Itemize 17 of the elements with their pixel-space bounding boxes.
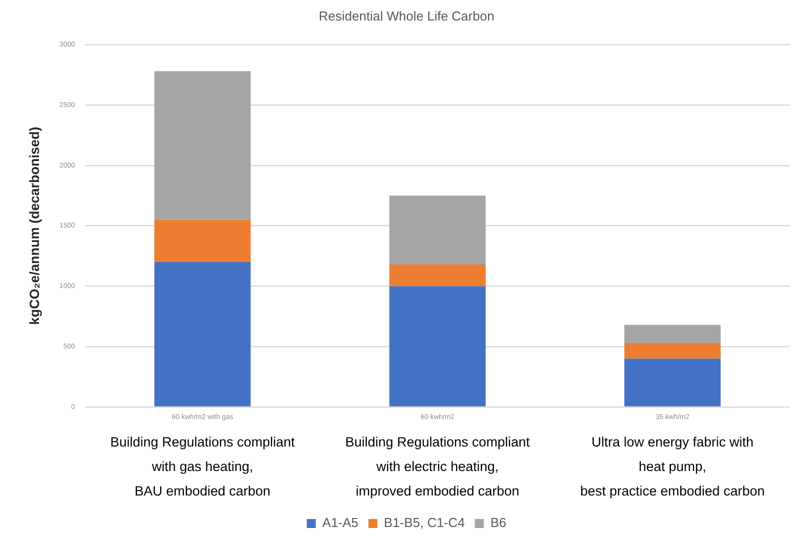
- bar: [389, 264, 486, 286]
- y-axis-title: kgCO₂e/annum (decarbonised): [26, 126, 42, 325]
- bar: [154, 220, 251, 262]
- bar: [154, 71, 251, 220]
- chart-title: Residential Whole Life Carbon: [318, 8, 494, 24]
- bar: [389, 286, 486, 406]
- bar: [624, 358, 721, 406]
- text: Ultra low energy fabric with heat pump, best practice embodied carbon: [580, 434, 765, 499]
- legend-label: B6: [490, 515, 506, 530]
- legend-label: B1-B5, C1-C4: [384, 515, 465, 530]
- text: Building Regulations compliant with electric heating, improved embodied carbon: [345, 434, 530, 499]
- legend-label: A1-A5: [322, 515, 358, 530]
- text: Building Regulations compliant with gas heating, BAU embodied carbon: [110, 434, 296, 499]
- bar: [624, 324, 721, 343]
- bar: [389, 196, 486, 264]
- bar: [154, 262, 251, 406]
- bar: [624, 342, 721, 359]
